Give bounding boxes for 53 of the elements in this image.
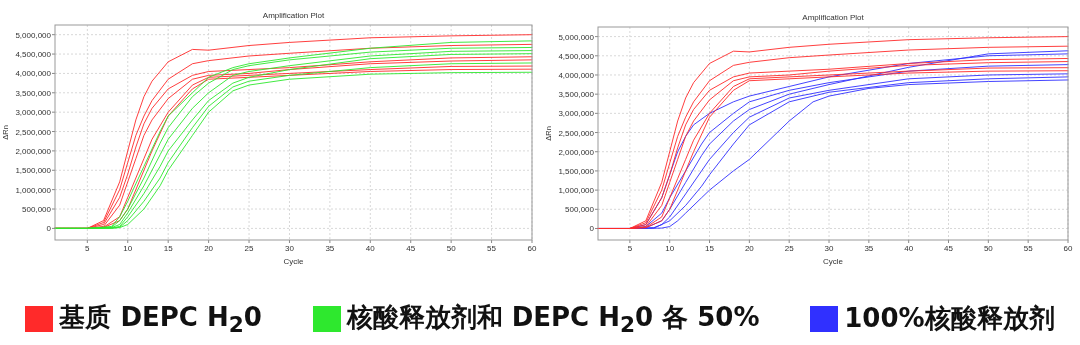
x-tick-label: 20 bbox=[204, 244, 214, 253]
y-tick-label: 4,000,000 bbox=[15, 69, 52, 79]
x-tick-label: 30 bbox=[824, 244, 835, 253]
x-axis-title: Cycle bbox=[283, 257, 305, 266]
x-tick-label: 15 bbox=[163, 244, 174, 253]
y-tick-label: 4,500,000 bbox=[558, 51, 595, 61]
y-tick-label: 1,000,000 bbox=[15, 185, 52, 195]
x-tick-label: 45 bbox=[944, 244, 954, 253]
x-tick-label: 55 bbox=[1023, 244, 1034, 253]
x-tick-label: 25 bbox=[244, 244, 255, 253]
x-tick-label: 60 bbox=[1063, 244, 1073, 253]
x-tick-label: 10 bbox=[665, 244, 675, 253]
y-tick-label: 500,000 bbox=[565, 205, 595, 215]
chart-title: Amplification Plot bbox=[262, 11, 325, 20]
y-tick-label: 1,500,000 bbox=[558, 166, 595, 176]
x-tick-label: 35 bbox=[325, 244, 335, 253]
x-tick-label: 50 bbox=[446, 244, 457, 253]
y-tick-label: 4,000,000 bbox=[558, 70, 595, 80]
x-tick-label: 40 bbox=[904, 244, 914, 253]
y-tick-label: 0 bbox=[46, 224, 52, 234]
legend-label: 100%核酸释放剂 bbox=[844, 302, 1055, 336]
y-tick-label: 4,500,000 bbox=[15, 50, 52, 60]
y-tick-label: 3,000,000 bbox=[558, 109, 595, 119]
x-tick-label: 55 bbox=[487, 244, 497, 253]
y-tick-label: 2,000,000 bbox=[558, 147, 595, 157]
y-tick-label: 1,500,000 bbox=[15, 166, 52, 176]
y-tick-label: 3,000,000 bbox=[15, 108, 52, 118]
legend-label: 基质 DEPC H$_{2}$0 bbox=[59, 301, 262, 338]
x-tick-label: 40 bbox=[365, 244, 376, 253]
x-axis-title: Cycle bbox=[822, 257, 844, 266]
x-tick-label: 50 bbox=[983, 244, 994, 253]
y-tick-label: 2,500,000 bbox=[558, 128, 595, 138]
x-tick-label: 45 bbox=[406, 244, 416, 253]
y-tick-label: 1,000,000 bbox=[558, 186, 595, 196]
legend-label: 核酸释放剂和 DEPC H$_{2}$0 各 50% bbox=[346, 301, 760, 338]
chart-title: Amplification Plot bbox=[802, 13, 865, 22]
y-tick-label: 3,500,000 bbox=[15, 88, 52, 98]
x-tick-label: 20 bbox=[744, 244, 755, 253]
x-tick-label: 5 bbox=[627, 244, 633, 253]
y-tick-label: 500,000 bbox=[22, 205, 52, 215]
x-tick-label: 30 bbox=[285, 244, 295, 253]
x-tick-label: 60 bbox=[527, 244, 537, 253]
y-tick-label: 3,500,000 bbox=[558, 90, 595, 100]
x-tick-label: 25 bbox=[784, 244, 795, 253]
x-tick-label: 15 bbox=[705, 244, 715, 253]
y-tick-label: 5,000,000 bbox=[558, 32, 595, 42]
x-tick-label: 35 bbox=[864, 244, 874, 253]
x-tick-label: 5 bbox=[85, 244, 91, 253]
y-tick-label: 5,000,000 bbox=[15, 30, 52, 40]
y-tick-label: 2,000,000 bbox=[15, 146, 52, 156]
y-tick-label: 2,500,000 bbox=[15, 127, 52, 137]
y-tick-label: 0 bbox=[589, 224, 595, 234]
x-tick-label: 10 bbox=[123, 244, 133, 253]
